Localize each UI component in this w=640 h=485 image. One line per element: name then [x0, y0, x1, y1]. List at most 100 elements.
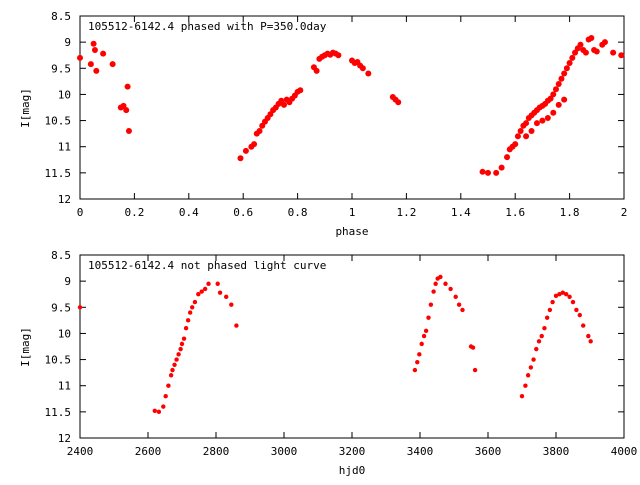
phased-data-point: [610, 49, 617, 56]
unphased-data-point: [161, 404, 166, 409]
phased-x-tick-label: 1.6: [505, 206, 525, 219]
phased-data-point: [517, 128, 524, 135]
phased-data-point: [561, 70, 568, 77]
phased-y-tick-label: 10.5: [45, 115, 72, 128]
phased-x-tick-label: 1.4: [451, 206, 471, 219]
unphased-data-point: [152, 408, 157, 414]
unphased-data-point: [415, 359, 420, 365]
phased-data-point: [256, 128, 263, 135]
unphased-data-point: [564, 292, 569, 297]
unphased-data-point: [179, 341, 185, 347]
unphased-data-point: [542, 326, 547, 331]
phased-data-point: [335, 52, 342, 59]
phased-y-label: I[mag]: [19, 88, 32, 128]
unphased-data-point: [528, 365, 534, 370]
unphased-data-point: [224, 294, 229, 300]
unphased-y-label: I[mag]: [19, 327, 32, 367]
unphased-data-point: [519, 393, 525, 399]
phased-data-point: [577, 41, 584, 48]
unphased-y-tick-label: 9: [64, 275, 71, 288]
phased-data-point: [550, 91, 557, 98]
unphased-data-point: [567, 294, 572, 300]
unphased-x-tick-label: 2600: [135, 445, 162, 458]
phased-data-point: [550, 109, 557, 116]
unphased-y-tick-label: 11.5: [45, 406, 72, 419]
unphased-data-point: [168, 373, 174, 378]
unphased-y-tick-label: 9.5: [51, 301, 71, 314]
unphased-data-point: [199, 289, 204, 294]
unphased-data-point: [206, 281, 211, 286]
phased-panel: 105512-6142.4 phased with P=350.0day 8.5…: [19, 10, 627, 238]
unphased-data-point: [586, 333, 591, 339]
unphased-data-point: [174, 357, 179, 362]
unphased-x-tick-label: 3400: [407, 445, 434, 458]
phased-data-point: [523, 120, 530, 127]
unphased-data-point: [547, 307, 553, 313]
unphased-x-axis: 2400 2600 2800 3000 3200 3400 3600 3800 4000: [67, 255, 638, 458]
phased-data-point: [528, 128, 535, 135]
phased-data-point: [553, 86, 559, 93]
unphased-title: 105512-6142.4 not phased light curve: [88, 259, 326, 272]
phased-data-point: [359, 65, 366, 72]
unphased-data-point: [187, 310, 193, 315]
unphased-data-point: [544, 315, 550, 320]
phased-data-point: [498, 164, 505, 171]
phased-x-tick-label: 0.6: [233, 206, 253, 219]
unphased-y-tick-label: 12: [58, 432, 71, 445]
phased-data-point: [593, 48, 600, 55]
unphased-data-point: [412, 367, 418, 373]
phased-y-tick-label: 10: [58, 88, 71, 101]
phased-data-point: [365, 70, 372, 77]
phased-x-tick-label: 0.8: [288, 206, 308, 219]
unphased-data-point: [433, 281, 438, 286]
unphased-x-tick-label: 4000: [611, 445, 638, 458]
phased-data-point: [90, 40, 97, 47]
unphased-data-point: [536, 339, 542, 344]
unphased-data-point: [178, 346, 183, 352]
phased-y-tick-label: 11: [58, 141, 71, 154]
phased-data-point: [125, 128, 132, 135]
unphased-data-point: [419, 341, 424, 347]
unphased-data-point: [185, 318, 191, 323]
phased-data-point: [544, 114, 551, 121]
unphased-data-point: [570, 299, 576, 305]
unphased-data-point: [190, 305, 195, 310]
phased-data-point: [504, 154, 511, 161]
unphased-x-label: hjd0: [339, 464, 366, 477]
phased-data-points: [77, 34, 625, 176]
unphased-data-point: [581, 323, 586, 328]
phased-data-point: [555, 101, 562, 108]
phased-x-tick-label: 0: [77, 206, 84, 219]
unphased-data-point: [166, 383, 171, 388]
unphased-data-point: [557, 292, 562, 297]
phased-data-point: [313, 67, 320, 74]
unphased-y-tick-label: 10: [58, 327, 71, 340]
unphased-x-tick-label: 2400: [67, 445, 94, 458]
phased-data-point: [493, 169, 500, 176]
unphased-data-point: [472, 367, 478, 373]
unphased-y-tick-label: 8.5: [51, 249, 71, 262]
phased-data-point: [539, 117, 546, 124]
phased-data-point: [93, 67, 100, 74]
phased-x-tick-label: 1.2: [396, 206, 416, 219]
phased-data-point: [582, 49, 589, 56]
unphased-data-point: [77, 305, 83, 310]
unphased-data-point: [448, 286, 453, 292]
phased-data-point: [123, 107, 130, 114]
unphased-data-point: [534, 346, 539, 352]
unphased-data-points: [77, 274, 593, 415]
phased-data-point: [533, 120, 540, 127]
phased-data-point: [237, 155, 244, 162]
unphased-y-axis: 8.5 9 9.5 10 10.5 11 11.5 12: [45, 249, 624, 445]
phased-x-tick-label: 1: [349, 206, 356, 219]
unphased-data-point: [470, 345, 476, 350]
phased-title: 105512-6142.4 phased with P=350.0day: [88, 20, 327, 33]
phased-y-tick-label: 12: [58, 193, 71, 206]
unphased-data-point: [163, 393, 168, 399]
phased-data-point: [569, 54, 576, 61]
phased-data-point: [100, 50, 107, 57]
unphased-data-point: [423, 328, 429, 334]
phased-x-axis: 0 0.2 0.4 0.6 0.8 1 1.2 1.4 1.6 1.8 2: [77, 16, 627, 219]
